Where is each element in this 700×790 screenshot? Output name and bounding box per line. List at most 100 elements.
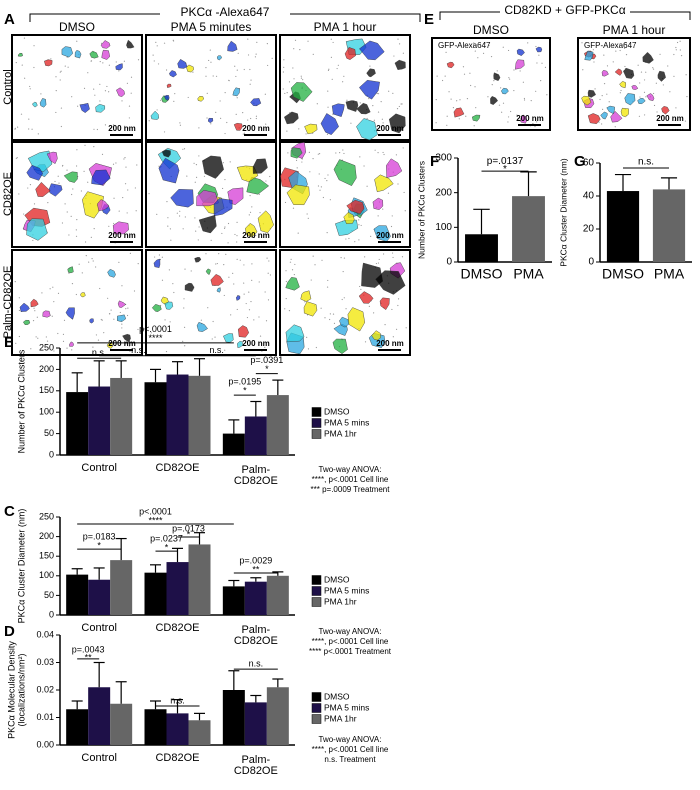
localization bbox=[251, 206, 253, 208]
panel-letter: A bbox=[4, 11, 15, 28]
localization bbox=[667, 65, 669, 67]
localization bbox=[37, 337, 39, 339]
localization bbox=[377, 262, 380, 264]
bar bbox=[266, 575, 289, 615]
localization bbox=[29, 85, 31, 88]
localization bbox=[62, 333, 65, 336]
x-tick-label: Control bbox=[81, 462, 116, 474]
localization bbox=[53, 301, 55, 303]
localization bbox=[289, 261, 292, 263]
localization bbox=[450, 98, 452, 100]
localization bbox=[127, 127, 129, 129]
cluster bbox=[235, 295, 241, 301]
localization bbox=[28, 128, 30, 130]
localization bbox=[530, 100, 532, 102]
bar bbox=[188, 544, 211, 615]
localization bbox=[51, 315, 53, 317]
localization bbox=[221, 187, 224, 190]
localization bbox=[156, 213, 158, 216]
localization bbox=[510, 110, 512, 113]
localization bbox=[236, 258, 238, 260]
bar bbox=[88, 687, 111, 745]
localization bbox=[251, 263, 253, 265]
localization bbox=[84, 241, 87, 243]
cluster bbox=[122, 333, 131, 343]
significance-label: p=.0195 bbox=[228, 376, 261, 386]
localization bbox=[212, 75, 214, 77]
localization bbox=[71, 193, 73, 196]
localization bbox=[625, 54, 628, 56]
localization bbox=[675, 107, 677, 109]
localization bbox=[358, 224, 360, 226]
localization bbox=[307, 217, 309, 219]
localization bbox=[57, 175, 59, 177]
y-tick-label: 0.04 bbox=[36, 629, 54, 639]
panel-letter: B bbox=[4, 334, 15, 351]
localization bbox=[538, 54, 540, 56]
localization bbox=[178, 215, 181, 217]
localization bbox=[343, 257, 346, 259]
localization bbox=[15, 157, 17, 159]
localization bbox=[659, 53, 661, 55]
legend-swatch bbox=[311, 575, 322, 585]
x-tick-label-line: CD82OE bbox=[234, 635, 278, 647]
y-axis-label: Number of PKCα Clusters bbox=[16, 349, 26, 453]
localization bbox=[264, 291, 266, 293]
bar bbox=[110, 560, 133, 615]
localization bbox=[167, 225, 169, 227]
localization bbox=[35, 336, 37, 338]
cluster bbox=[623, 67, 635, 79]
localization bbox=[402, 147, 404, 149]
cluster bbox=[26, 164, 44, 181]
localization bbox=[397, 304, 399, 307]
cluster bbox=[177, 59, 188, 69]
localization bbox=[137, 59, 140, 61]
cluster bbox=[17, 52, 23, 57]
localization bbox=[345, 308, 347, 310]
cluster bbox=[300, 290, 312, 302]
anova-note: *** p=.0009 Treatment bbox=[311, 485, 391, 494]
localization bbox=[312, 53, 314, 55]
localization bbox=[350, 122, 352, 124]
localization bbox=[297, 232, 299, 234]
cluster bbox=[252, 158, 268, 174]
localization bbox=[387, 192, 390, 194]
x-tick-label: CD82OE bbox=[155, 622, 199, 634]
localization bbox=[286, 92, 288, 94]
localization bbox=[329, 199, 331, 201]
localization bbox=[118, 70, 120, 72]
localization bbox=[383, 153, 385, 156]
localization bbox=[293, 48, 295, 50]
y-tick-label: 150 bbox=[39, 385, 54, 395]
y-tick-label: 250 bbox=[39, 511, 54, 521]
y-tick-label: 0 bbox=[49, 449, 54, 459]
cluster bbox=[89, 50, 99, 59]
localization bbox=[523, 99, 526, 101]
localization bbox=[269, 274, 272, 276]
localization bbox=[363, 165, 365, 167]
significance-label: p=.0173 bbox=[172, 523, 205, 533]
localization bbox=[227, 242, 229, 244]
cluster bbox=[501, 87, 509, 95]
localization bbox=[190, 270, 192, 272]
localization bbox=[306, 336, 308, 338]
localization bbox=[318, 153, 321, 155]
localization bbox=[90, 236, 92, 238]
localization bbox=[308, 151, 310, 154]
cluster bbox=[250, 98, 262, 107]
localization bbox=[126, 314, 129, 317]
localization bbox=[686, 95, 688, 98]
panel-letter: D bbox=[4, 623, 15, 640]
localization bbox=[230, 314, 232, 316]
localization bbox=[473, 42, 475, 44]
cluster bbox=[345, 100, 359, 112]
cluster bbox=[23, 319, 31, 325]
localization bbox=[477, 57, 479, 59]
localization bbox=[378, 258, 380, 261]
column-label: DMSO bbox=[473, 23, 509, 37]
localization bbox=[392, 256, 394, 259]
localization bbox=[54, 180, 56, 183]
localization bbox=[211, 338, 213, 340]
localization bbox=[265, 320, 268, 322]
localization bbox=[159, 99, 162, 101]
